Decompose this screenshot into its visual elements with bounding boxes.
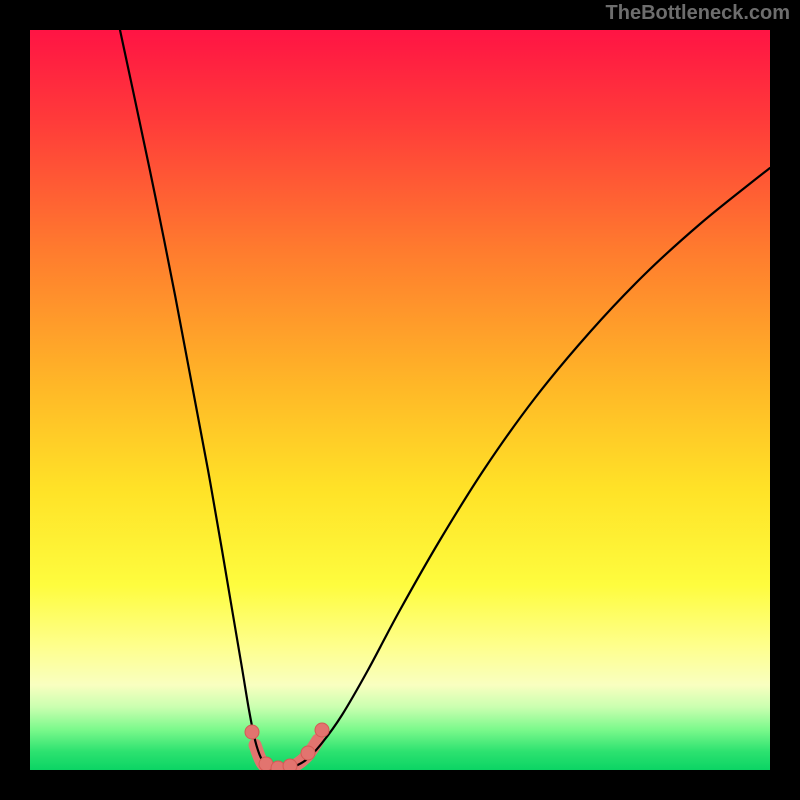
chart-frame: TheBottleneck.com xyxy=(0,0,800,800)
marker-dot xyxy=(245,725,259,739)
watermark-text: TheBottleneck.com xyxy=(606,2,790,25)
marker-dot xyxy=(315,723,329,737)
marker-dot xyxy=(283,759,297,773)
gradient-background xyxy=(30,30,770,770)
marker-dot xyxy=(301,746,315,760)
bottleneck-curve-plot xyxy=(0,0,800,800)
